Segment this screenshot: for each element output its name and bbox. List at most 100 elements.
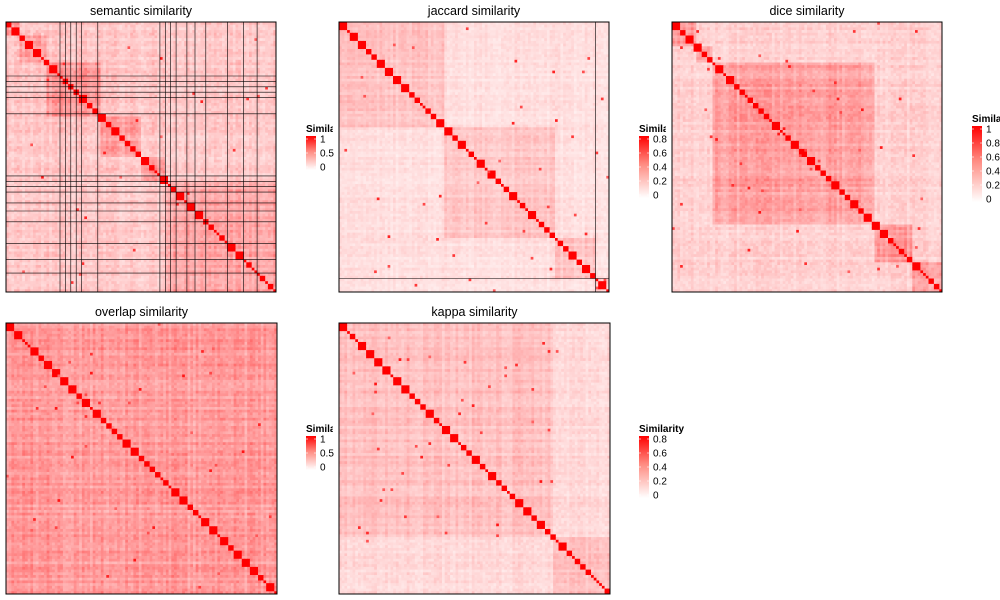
heatmap-cell: [68, 248, 72, 252]
heatmap-cell: [14, 127, 18, 131]
heatmap-cell: [27, 54, 31, 58]
heatmap-cell: [38, 208, 42, 212]
heatmap-cell: [43, 24, 47, 28]
heatmap-cell: [24, 251, 28, 255]
heatmap-cell: [27, 89, 31, 93]
heatmap-cell: [219, 43, 223, 47]
heatmap-cell: [51, 32, 55, 36]
heatmap-cell: [251, 30, 255, 34]
heatmap-cell: [130, 65, 134, 69]
heatmap-cell: [33, 173, 37, 177]
heatmap-cell: [143, 24, 147, 28]
heatmap-cell: [146, 70, 150, 74]
heatmap-cell: [41, 275, 45, 279]
heatmap-cell: [35, 62, 39, 66]
heatmap-cell: [81, 59, 85, 63]
heatmap-cell: [81, 100, 85, 104]
heatmap-cell: [14, 211, 18, 215]
heatmap-cell: [49, 254, 53, 258]
heatmap-cell: [173, 38, 177, 42]
heatmap-cell: [54, 138, 58, 142]
heatmap-cell: [62, 43, 66, 47]
heatmap-cell: [65, 189, 69, 193]
heatmap-cell: [189, 43, 193, 47]
heatmap-cell: [46, 51, 50, 55]
heatmap-cell: [249, 22, 253, 26]
heatmap-cell: [19, 267, 23, 271]
heatmap-cell: [119, 92, 123, 96]
heatmap-cell: [249, 97, 253, 101]
heatmap-cell: [11, 167, 15, 171]
heatmap-cell: [22, 267, 26, 271]
heatmap-cell: [70, 251, 74, 255]
heatmap-cell: [8, 89, 12, 93]
heatmap-cell: [16, 51, 20, 55]
heatmap-cell: [92, 62, 96, 66]
heatmap-cell: [127, 70, 131, 74]
heatmap-cell: [81, 70, 85, 74]
heatmap-cell: [100, 67, 104, 71]
heatmap-cell: [232, 57, 236, 61]
heatmap-cell: [43, 227, 47, 231]
heatmap-cell: [38, 43, 42, 47]
heatmap-cell: [238, 46, 242, 50]
heatmap-cell: [33, 119, 37, 123]
heatmap-cell: [189, 67, 193, 71]
heatmap-cell: [38, 24, 42, 28]
heatmap-cell: [184, 67, 188, 71]
heatmap-cell: [68, 186, 72, 190]
heatmap-cell: [51, 173, 55, 177]
heatmap-cell: [143, 62, 147, 66]
heatmap-cell: [130, 86, 134, 90]
heatmap-cell: [70, 246, 74, 250]
heatmap-cell: [19, 205, 23, 209]
heatmap-cell: [30, 200, 34, 204]
heatmap-cell: [70, 140, 74, 144]
heatmap-cell: [65, 24, 69, 28]
heatmap-cell: [184, 43, 188, 47]
heatmap-cell: [41, 281, 45, 285]
heatmap-cell: [195, 46, 199, 50]
heatmap-cell: [203, 49, 207, 53]
heatmap-cell: [108, 78, 112, 82]
heatmap-cell: [186, 46, 190, 50]
heatmap-cell: [76, 30, 80, 34]
heatmap-cell: [176, 54, 180, 58]
heatmap-cell: [262, 22, 266, 26]
heatmap-cell: [114, 40, 118, 44]
heatmap-cell: [19, 202, 23, 206]
heatmap-cell: [151, 40, 155, 44]
heatmap-cell: [22, 135, 26, 139]
heatmap-cell: [249, 78, 253, 82]
heatmap-cell: [119, 54, 123, 58]
heatmap-cell: [197, 70, 201, 74]
heatmap-cell: [19, 24, 23, 28]
heatmap-cell: [146, 78, 150, 82]
heatmap-cell: [27, 197, 31, 201]
heatmap-cell: [76, 216, 80, 220]
heatmap-cell: [108, 43, 112, 47]
heatmap-cell: [27, 224, 31, 228]
heatmap-cell: [216, 76, 220, 80]
heatmap-cell: [62, 38, 66, 42]
heatmap-cell: [176, 97, 180, 101]
heatmap-cell: [238, 73, 242, 77]
heatmap-cell: [135, 86, 139, 90]
heatmap-cell: [68, 94, 72, 98]
heatmap-cell: [243, 22, 247, 26]
heatmap-cell: [41, 251, 45, 255]
heatmap-cell: [27, 281, 31, 285]
heatmap-cell: [22, 181, 26, 185]
heatmap-cell: [30, 273, 34, 277]
heatmap-cell: [62, 197, 66, 201]
heatmap-cell: [14, 192, 18, 196]
heatmap-cell: [124, 76, 128, 80]
heatmap-cell: [62, 243, 66, 247]
heatmap-cell: [192, 81, 196, 85]
heatmap-cell: [103, 100, 107, 104]
heatmap-cell: [184, 27, 188, 31]
heatmap-cell: [76, 278, 80, 282]
heatmap-cell: [65, 216, 69, 220]
heatmap-cell: [157, 65, 161, 69]
heatmap-cell: [6, 113, 10, 117]
